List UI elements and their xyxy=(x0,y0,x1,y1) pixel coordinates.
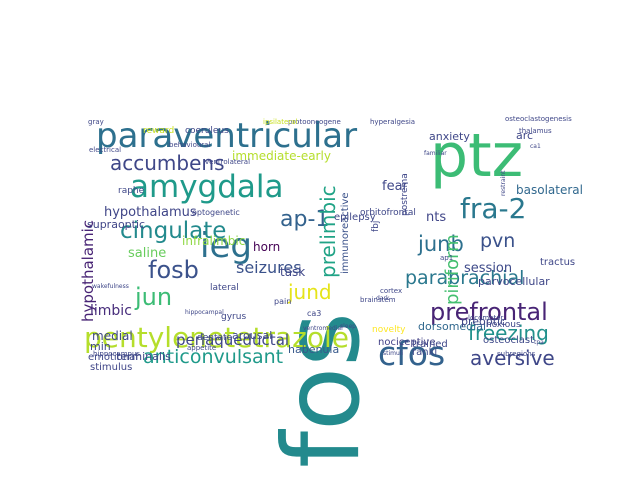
cloud-word: parabrachial xyxy=(405,267,524,289)
cloud-word: postrema xyxy=(400,173,410,216)
cloud-word: basolateral xyxy=(516,183,583,197)
cloud-word: terminalis xyxy=(116,350,171,363)
cloud-word: prelimbic xyxy=(316,185,340,278)
cloud-word: hippocampal xyxy=(185,309,224,316)
cloud-word: ventromedial xyxy=(303,325,343,332)
cloud-word: jund xyxy=(287,280,332,304)
cloud-word: lateral xyxy=(210,283,239,293)
cloud-word: arousal xyxy=(232,329,272,342)
cloud-word: tpa xyxy=(534,339,544,346)
cloud-word: raphe xyxy=(118,186,145,196)
cloud-word: ca3 xyxy=(307,309,321,318)
cloud-word: novelty xyxy=(372,325,406,335)
cloud-word: appetite xyxy=(187,344,216,352)
cloud-word: brainstem xyxy=(360,296,396,304)
cloud-word: thalamus xyxy=(519,127,552,135)
cloud-word: dorsomedial xyxy=(418,320,486,333)
cloud-word: ap-1 xyxy=(280,207,329,232)
cloud-word: fosb xyxy=(148,256,199,284)
cloud-word: seizures xyxy=(236,258,302,277)
cloud-word: preoptic xyxy=(461,315,506,328)
cloud-word: saline xyxy=(128,246,166,261)
cloud-word: familiar xyxy=(424,150,447,157)
cloud-word: hypothalamic xyxy=(79,220,97,322)
cloud-word: osteoclastogenesis xyxy=(505,115,572,123)
cloud-word: stimulus xyxy=(90,362,132,373)
cloud-word: junb xyxy=(417,232,464,256)
cloud-word: immunoreactive xyxy=(340,193,351,275)
cloud-word: min xyxy=(90,340,111,353)
cloud-word: ventrolateral xyxy=(205,158,250,166)
cloud-word: medial xyxy=(92,329,133,343)
cloud-word: fos xyxy=(261,312,383,468)
cloud-word: paraventricular xyxy=(96,116,357,156)
cloud-word: horn xyxy=(253,240,280,254)
cloud-word: session xyxy=(464,261,512,276)
cloud-word: ap1 xyxy=(440,254,453,262)
cloud-word: immediate-early xyxy=(232,149,331,163)
cloud-word: dentate xyxy=(197,333,233,343)
cloud-word: noxious xyxy=(486,320,521,330)
cloud-word: hypothalamus xyxy=(104,205,197,220)
cloud-word: task xyxy=(280,265,305,279)
cloud-word: behavioural xyxy=(169,141,210,149)
cloud-word: restraint xyxy=(500,170,507,196)
cloud-word: rankl xyxy=(412,347,437,358)
cloud-word: pvn xyxy=(480,230,515,252)
cloud-word: accumbens xyxy=(110,151,225,175)
cloud-word: nts xyxy=(426,210,446,225)
cloud-word: infralimbic xyxy=(182,234,245,248)
cloud-word: osteoclast xyxy=(483,335,534,346)
cloud-word: aversive xyxy=(470,346,555,370)
cloud-word: nociceptive xyxy=(378,337,436,348)
cloud-word: pain xyxy=(274,297,291,306)
cloud-word: dark xyxy=(376,295,390,302)
cloud-word: limbic xyxy=(90,303,132,319)
cloud-word: arc xyxy=(516,129,533,142)
cloud-word: protooncogene xyxy=(288,118,341,126)
cloud-word: sleep xyxy=(340,323,356,330)
cloud-word: ieg xyxy=(200,226,252,266)
cloud-word: anxiety xyxy=(429,130,470,143)
cloud-word: optogenetic xyxy=(192,208,240,217)
cloud-word: parvocellular xyxy=(478,275,550,288)
cloud-word: electrical xyxy=(89,146,121,154)
cloud-word: gray xyxy=(88,118,104,126)
cloud-word: emotional xyxy=(88,352,138,363)
cloud-word: fbj xyxy=(371,221,381,232)
cloud-word: cingulate xyxy=(120,218,226,244)
cloud-word: fra-2 xyxy=(460,192,526,225)
cloud-word: piriform xyxy=(442,234,463,305)
cloud-word: prefrontal xyxy=(430,298,548,326)
cloud-word: subregions xyxy=(497,350,536,358)
cloud-word: hippocampus xyxy=(93,350,140,358)
cloud-word: anticonvulsant xyxy=(143,346,283,368)
cloud-word: epilepsy xyxy=(334,212,376,223)
cloud-word: hyperalgesia xyxy=(370,118,415,126)
cloud-word: trained xyxy=(412,339,448,350)
cloud-word: amygdala xyxy=(130,169,284,205)
cloud-word: fear xyxy=(382,179,409,194)
cloud-word: ca1 xyxy=(530,143,541,150)
cloud-word: freezing xyxy=(468,321,549,345)
cloud-word: ipsilateral xyxy=(263,118,297,126)
cloud-word: locomotor xyxy=(468,314,503,322)
cloud-word: gyrus xyxy=(221,312,246,322)
cloud-word: periaqueductal xyxy=(176,331,289,349)
cloud-word: wakefulness xyxy=(92,283,129,290)
cloud-word: cortex xyxy=(380,287,402,295)
cloud-word: ptz xyxy=(430,121,523,191)
cloud-word: reward xyxy=(143,126,174,136)
cloud-word: stimuli xyxy=(383,350,403,357)
cloud-word: tractus xyxy=(540,257,575,268)
cloud-word: orbitofrontal xyxy=(360,208,416,218)
cloud-word: pentylenetetrazole xyxy=(84,321,349,354)
cloud-word: coeruleus xyxy=(185,126,229,136)
cloud-word: jun xyxy=(134,283,172,311)
cloud-word: supraoptic xyxy=(87,218,145,231)
cloud-word: habenula xyxy=(288,343,339,356)
cloud-word: cfos xyxy=(378,334,445,373)
